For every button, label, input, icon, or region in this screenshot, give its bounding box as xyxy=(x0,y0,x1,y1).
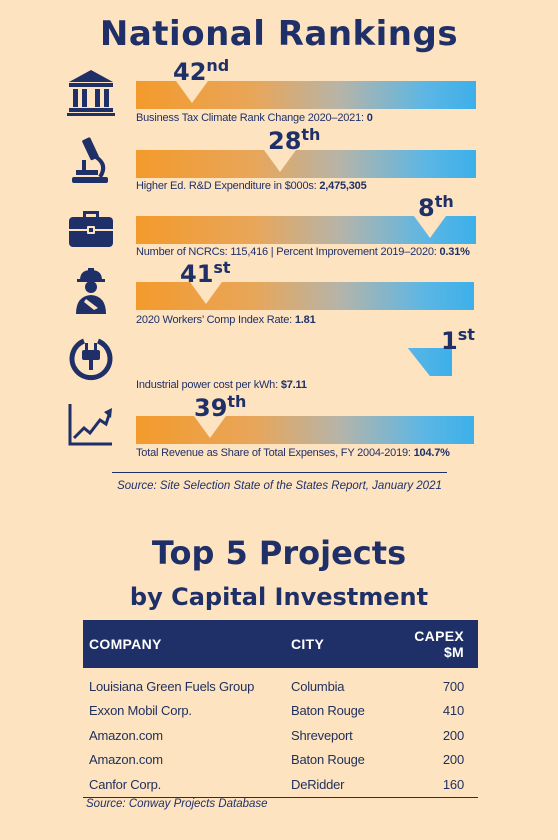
table-row: Louisiana Green Fuels Group Columbia 700 xyxy=(83,668,478,699)
column-header-company: COMPANY xyxy=(83,620,285,668)
column-header-city: CITY xyxy=(285,620,392,668)
capex-cell: 700 xyxy=(442,678,464,694)
ranking-bar xyxy=(136,81,476,109)
projects-subtitle: by Capital Investment xyxy=(129,583,429,611)
ranking-bar xyxy=(136,282,474,310)
rank-value: 1st xyxy=(441,325,475,355)
ranking-bar xyxy=(136,216,476,244)
table-header-row: COMPANY CITY CAPEX $M xyxy=(83,620,478,668)
rank-value: 42nd xyxy=(173,56,230,86)
injured-worker-icon xyxy=(76,268,106,314)
government-building-icon xyxy=(67,70,115,116)
ranking-caption: Number of NCRCs: 115,416 | Percent Impro… xyxy=(136,246,470,258)
power-plug-icon xyxy=(69,338,113,381)
company-cell: Amazon.com xyxy=(89,752,163,768)
company-cell: Louisiana Green Fuels Group xyxy=(89,678,255,694)
capex-cell: 410 xyxy=(442,703,464,719)
capex-cell: 200 xyxy=(442,752,464,768)
column-header-capex: CAPEX $M xyxy=(392,620,478,668)
ranking-row: 28th Higher Ed. R&D Expenditure in $000s… xyxy=(0,125,558,202)
ranking-row: 39th Total Revenue as Share of Total Exp… xyxy=(0,392,558,468)
table-row: Amazon.com Baton Rouge 200 xyxy=(83,748,478,773)
ranking-caption: Industrial power cost per kWh: $7.11 xyxy=(136,379,307,391)
rank-value: 41st xyxy=(180,258,231,288)
microscope-icon xyxy=(72,137,108,183)
ranking-bar xyxy=(136,416,474,444)
rank-value: 8th xyxy=(418,192,454,222)
rankings-source: Source: Site Selection State of the Stat… xyxy=(112,472,447,492)
projects-title: Top 5 Projects xyxy=(151,534,407,572)
company-cell: Amazon.com xyxy=(89,727,163,743)
rank-value: 28th xyxy=(268,125,321,155)
page-title: National Rankings xyxy=(99,14,459,54)
ranking-bar xyxy=(136,150,476,178)
capex-cell: 200 xyxy=(442,727,464,743)
city-cell: DeRidder xyxy=(285,772,392,798)
company-cell: Exxon Mobil Corp. xyxy=(89,703,192,719)
city-cell: Baton Rouge xyxy=(291,703,365,719)
table-row: Amazon.com Shreveport 200 xyxy=(83,723,478,748)
city-cell: Baton Rouge xyxy=(291,752,365,768)
table-row: Exxon Mobil Corp. Baton Rouge 410 xyxy=(83,699,478,724)
ranking-row: 8th Number of NCRCs: 115,416 | Percent I… xyxy=(0,192,558,269)
ranking-caption: Business Tax Climate Rank Change 2020–20… xyxy=(136,112,373,124)
briefcase-icon xyxy=(69,211,113,247)
ranking-row: 1st Industrial power cost per kWh: $7.11 xyxy=(0,325,558,402)
ranking-caption: Total Revenue as Share of Total Expenses… xyxy=(136,447,450,459)
capex-cell: 160 xyxy=(392,772,478,798)
ranking-row: 41st 2020 Workers’ Comp Index Rate: 1.81 xyxy=(0,258,558,334)
company-cell: Canfor Corp. xyxy=(83,772,285,798)
ranking-caption: Higher Ed. R&D Expenditure in $000s: 2,4… xyxy=(136,180,367,192)
rank-value: 39th xyxy=(194,392,247,422)
growth-chart-icon xyxy=(68,404,112,446)
table-row: Canfor Corp. DeRidder 160 xyxy=(83,772,478,798)
ranking-row: 42nd Business Tax Climate Rank Change 20… xyxy=(0,56,558,134)
projects-source: Source: Conway Projects Database xyxy=(86,798,268,810)
city-cell: Shreveport xyxy=(291,727,353,743)
ranking-bar xyxy=(136,348,452,376)
city-cell: Columbia xyxy=(291,678,345,694)
projects-table: COMPANY CITY CAPEX $M Louisiana Green Fu… xyxy=(83,620,478,798)
ranking-caption: 2020 Workers’ Comp Index Rate: 1.81 xyxy=(136,314,316,326)
